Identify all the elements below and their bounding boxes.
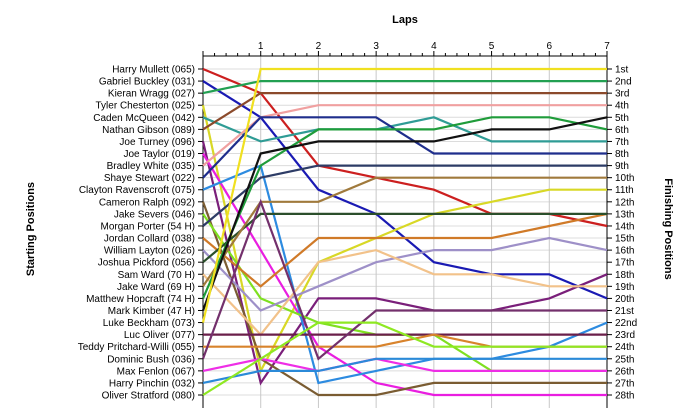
series-line-26 — [202, 357, 607, 373]
finish-label-3: 3rd — [615, 89, 629, 100]
series-line-6 — [202, 91, 607, 131]
finish-label-15: 15th — [615, 234, 634, 245]
finish-label-28: 28th — [615, 391, 634, 402]
start-label-2: Gabriel Buckley (031) — [99, 77, 195, 88]
series-line-27 — [202, 357, 607, 384]
finish-label-12: 12th — [615, 197, 634, 208]
start-label-13: Jake Severs (046) — [114, 209, 195, 220]
start-label-8: Joe Taylor (019) — [123, 149, 195, 160]
x-tick-label-2: 2 — [316, 41, 322, 52]
grid — [203, 56, 608, 408]
series-line-18 — [202, 248, 607, 337]
start-label-3: Kieran Wragg (027) — [108, 89, 195, 100]
series-lines — [201, 67, 608, 397]
series-line-7 — [201, 141, 608, 386]
finish-label-25: 25th — [615, 354, 634, 365]
series-line-3 — [202, 79, 607, 95]
start-label-23: Luc Oliver (077) — [124, 330, 195, 341]
series-line-14 — [202, 164, 607, 227]
finish-label-22: 22nd — [615, 318, 637, 329]
start-label-7: Joe Turney (096) — [119, 137, 195, 148]
start-label-4: Tyler Chesterton (025) — [96, 101, 196, 112]
series-line-5 — [202, 116, 607, 143]
finish-label-1: 1st — [615, 65, 629, 76]
start-label-25: Dominic Bush (036) — [107, 354, 195, 365]
start-label-22: Luke Beckham (073) — [103, 318, 195, 329]
start-label-10: Shaye Stewart (022) — [104, 173, 195, 184]
x-axis-title: Laps — [392, 14, 418, 26]
finish-label-14: 14th — [615, 221, 634, 232]
y-axis-title-left: Starting Positions — [25, 182, 37, 276]
series-line-25 — [201, 198, 607, 361]
finish-label-9: 9th — [615, 161, 629, 172]
axes — [198, 51, 612, 408]
series-line-9 — [202, 104, 607, 167]
x-tick-label-5: 5 — [489, 41, 495, 52]
finish-label-18: 18th — [615, 270, 634, 281]
start-label-28: Oliver Stratford (080) — [102, 391, 195, 402]
finish-label-6: 6th — [615, 125, 629, 136]
series-line-28 — [202, 321, 607, 396]
finish-label-19: 19th — [615, 282, 634, 293]
finish-label-7: 7th — [615, 137, 629, 148]
y-axis-title-right: Finishing Positions — [662, 178, 674, 279]
finish-label-2: 2nd — [615, 77, 632, 88]
x-tick-label-3: 3 — [373, 41, 379, 52]
start-label-24: Teddy Pritchard-Willi (055) — [78, 342, 195, 353]
finish-label-5: 5th — [615, 113, 629, 124]
finish-label-10: 10th — [615, 173, 634, 184]
start-label-20: Matthew Hopcraft (74 H) — [86, 294, 195, 305]
x-tick-label-4: 4 — [431, 41, 437, 52]
finish-label-20: 20th — [615, 294, 634, 305]
series-line-15 — [202, 212, 608, 288]
series-line-16 — [202, 236, 608, 312]
series-line-10 — [202, 116, 607, 179]
series-line-17 — [202, 212, 607, 264]
plot-area — [203, 56, 607, 408]
start-label-6: Nathan Gibson (089) — [102, 125, 195, 136]
labels: 1 2 3 4 5 6 7 Harry Mullett (065)Gabriel Buckle… — [78, 41, 638, 402]
start-label-9: Bradley White (035) — [107, 161, 195, 172]
finish-label-8: 8th — [615, 149, 629, 160]
series-line-19 — [202, 176, 607, 287]
finish-label-16: 16th — [615, 246, 634, 257]
finish-label-23: 23rd — [615, 330, 635, 341]
finish-label-21: 21st — [615, 306, 634, 317]
x-tick-label-6: 6 — [547, 41, 553, 52]
start-label-27: Harry Pinchin (032) — [109, 378, 195, 389]
series-line-12 — [201, 201, 607, 397]
finish-label-26: 26th — [615, 366, 634, 377]
finish-label-13: 13th — [615, 209, 634, 220]
start-label-16: William Layton (026) — [104, 246, 195, 257]
start-label-14: Morgan Porter (54 H) — [101, 221, 195, 232]
x-tick-label-7: 7 — [604, 41, 610, 52]
finish-label-17: 17th — [615, 258, 634, 269]
series-line-21 — [201, 116, 608, 311]
x-tick-label-1: 1 — [258, 41, 264, 52]
series-line-20 — [201, 116, 608, 299]
start-label-11: Clayton Ravenscroft (075) — [79, 185, 195, 196]
start-label-5: Caden McQueen (042) — [93, 113, 195, 124]
finish-label-24: 24th — [615, 342, 634, 353]
start-label-21: Mark Kimber (47 H) — [108, 306, 195, 317]
start-label-19: Jake Ward (69 H) — [117, 282, 195, 293]
start-label-1: Harry Mullett (065) — [112, 65, 195, 76]
start-label-12: Cameron Ralph (092) — [99, 197, 195, 208]
finish-label-11: 11th — [615, 185, 634, 196]
start-label-15: Jordan Collard (038) — [104, 234, 195, 245]
finish-label-27: 27th — [615, 378, 634, 389]
start-label-17: Joshua Pickford (056) — [98, 258, 195, 269]
start-label-26: Max Fenlon (067) — [117, 366, 195, 377]
finish-label-4: 4th — [615, 101, 629, 112]
series-line-22 — [201, 67, 607, 323]
start-label-18: Sam Ward (70 H) — [118, 270, 195, 281]
